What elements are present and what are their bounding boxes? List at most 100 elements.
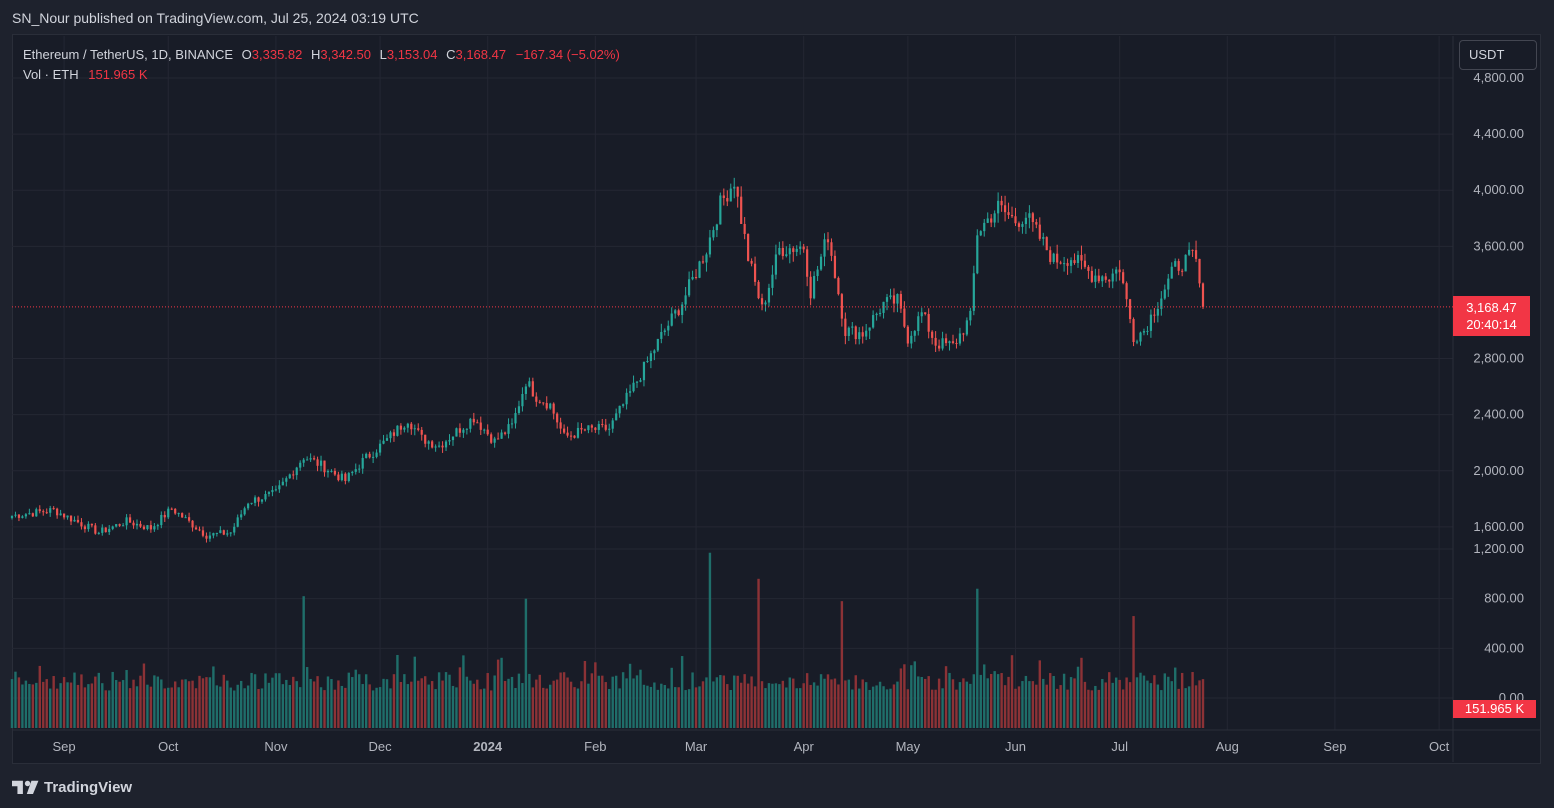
volume-bar	[239, 680, 243, 728]
volume-bar	[108, 690, 111, 728]
volume-bar	[972, 674, 976, 728]
volume-bar	[667, 688, 670, 728]
close-value: 3,168.47	[455, 47, 507, 62]
candle-body	[323, 460, 326, 473]
candle-body	[340, 473, 343, 481]
candle-body	[431, 441, 434, 448]
volume-bar	[996, 674, 1000, 728]
candle-body	[1167, 278, 1170, 290]
volume-bar	[132, 679, 135, 728]
candle-body	[750, 260, 753, 264]
candle-body	[1090, 270, 1093, 282]
candle-body	[812, 276, 816, 299]
volume-bar	[312, 681, 316, 728]
candle-body	[465, 428, 468, 430]
candle-body	[906, 326, 909, 344]
volume-bar	[1101, 679, 1104, 728]
volume-bar	[264, 673, 267, 728]
volume-bar	[139, 675, 142, 728]
volume-bar	[128, 688, 132, 728]
candle-body	[451, 436, 455, 441]
candle-body	[1024, 217, 1028, 225]
candle-body	[924, 312, 927, 315]
volume-bar	[535, 679, 538, 728]
candle-body	[767, 287, 771, 303]
candle-body	[306, 459, 309, 461]
candle-body	[618, 405, 621, 414]
volume-bar	[347, 672, 351, 728]
volume-bar	[1014, 688, 1017, 728]
candle-body	[28, 513, 31, 515]
price-axis-tick-label: 3,600.00	[1473, 238, 1524, 253]
time-axis-tick-label: Jun	[1005, 739, 1026, 754]
volume-bar	[871, 686, 875, 728]
volume-bar	[1097, 689, 1101, 728]
volume-bar	[1021, 681, 1024, 728]
candle-body	[299, 462, 302, 468]
volume-bar	[1024, 675, 1028, 728]
volume-bar	[569, 681, 573, 728]
volume-bar	[976, 588, 979, 728]
candle-body	[1111, 273, 1114, 282]
volume-bar	[1125, 677, 1128, 728]
volume-bar	[948, 672, 951, 728]
volume-bar	[549, 684, 552, 728]
volume-bar	[1017, 686, 1021, 728]
candle-body	[135, 523, 139, 526]
candle-body	[278, 485, 281, 490]
candle-body	[997, 200, 1000, 214]
volume-bar	[173, 681, 177, 728]
candle-body	[361, 457, 364, 469]
candle-body	[917, 316, 920, 332]
volume-bar	[587, 683, 590, 728]
volume-bar	[448, 674, 451, 728]
footer-brand[interactable]: TradingView	[12, 776, 132, 798]
volume-bar	[878, 681, 882, 728]
candle-body	[368, 453, 371, 458]
candle-body	[833, 255, 837, 278]
volume-bar	[219, 686, 222, 728]
volume-bar	[274, 673, 278, 728]
volume-bar	[500, 657, 503, 728]
volume-bar	[743, 674, 746, 728]
volume-label[interactable]: Vol · ETH	[23, 67, 79, 82]
volume-bar	[260, 688, 264, 728]
candle-body	[392, 432, 396, 436]
volume-bar	[1028, 681, 1031, 728]
candle-body	[69, 515, 73, 522]
candle-body	[771, 274, 774, 288]
candle-body	[757, 281, 760, 299]
volume-bar	[868, 689, 871, 728]
volume-bar	[785, 687, 788, 728]
symbol-title[interactable]: Ethereum / TetherUS, 1D, BINANCE	[23, 47, 234, 62]
volume-bar	[149, 686, 153, 728]
volume-bar	[951, 679, 955, 728]
volume-bar	[333, 689, 337, 728]
volume-bar	[180, 679, 184, 728]
volume-bar	[38, 665, 41, 728]
candle-body	[955, 342, 958, 344]
candle-body	[538, 401, 541, 403]
currency-button[interactable]: USDT	[1459, 40, 1537, 70]
volume-bar	[28, 683, 31, 728]
volume-bar	[1198, 680, 1201, 728]
volume-bar	[285, 679, 288, 728]
candle-body	[1052, 253, 1055, 262]
volume-bar	[618, 688, 621, 728]
chart-pane[interactable]	[12, 34, 1541, 764]
volume-bar	[809, 684, 812, 728]
volume-bar	[819, 674, 823, 728]
candle-body	[809, 276, 812, 299]
volume-bar	[1069, 677, 1073, 728]
candle-body	[396, 425, 399, 436]
volume-bar	[319, 687, 323, 728]
candle-body	[281, 481, 284, 486]
volume-bar	[816, 685, 819, 728]
volume-bar	[437, 672, 441, 728]
volume-bar	[864, 682, 868, 728]
candle-body	[156, 525, 159, 527]
candle-body	[24, 514, 27, 517]
volume-bar	[1121, 689, 1125, 728]
candle-body	[1184, 254, 1187, 272]
